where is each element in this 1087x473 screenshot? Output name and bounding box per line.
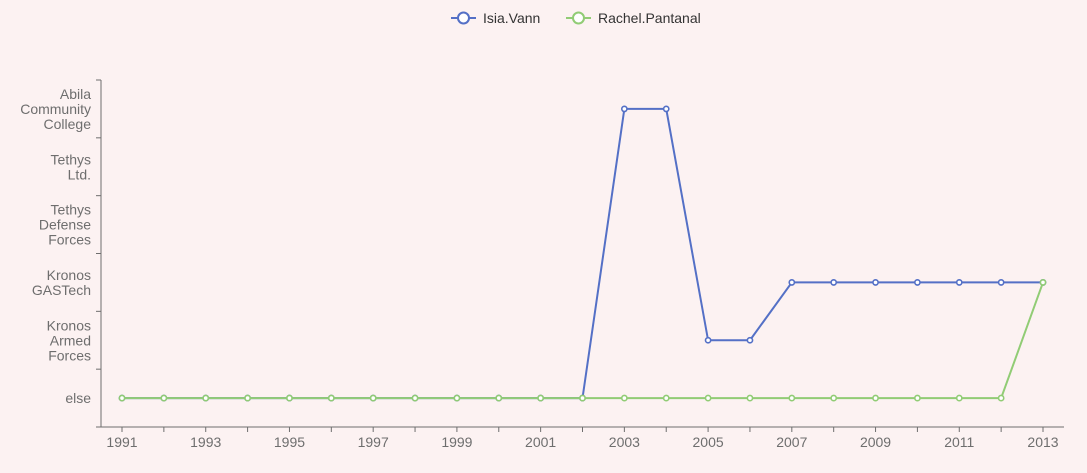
data-point[interactable] [997,279,1005,286]
y-tick-label: Tethys Defense Forces [39,202,91,248]
x-tick-label: 2005 [693,434,724,450]
series-line [122,282,1044,400]
data-point[interactable] [620,394,628,402]
data-point[interactable] [704,336,712,344]
y-tick-label: Kronos Armed Forces [47,317,91,363]
x-tick-label: 1997 [358,434,389,450]
data-point[interactable] [118,394,126,402]
series-line [122,107,1043,400]
data-point[interactable] [830,279,838,286]
data-point[interactable] [244,394,251,402]
x-tick-label: 2011 [944,434,974,450]
data-point[interactable] [955,279,963,286]
data-point[interactable] [872,279,879,286]
x-tick-label: 2013 [1027,434,1058,450]
data-point[interactable] [914,279,921,286]
data-point[interactable] [579,394,586,402]
x-tick-label: 2001 [525,434,556,450]
data-point[interactable] [662,394,670,402]
x-tick-label: 2009 [860,434,891,450]
y-tick-label: Abila Community College [20,86,91,132]
legend-marker-icon [457,11,470,25]
data-point[interactable] [495,394,503,402]
legend: Isia.Vann Rachel.Pantanal [451,10,701,26]
legend-item[interactable]: Rachel.Pantanal [566,10,701,26]
y-tick-label: Tethys Ltd. [51,151,91,182]
legend-label: Isia.Vann [483,10,540,26]
legend-label: Rachel.Pantanal [598,10,701,26]
legend-marker-icon [572,11,585,25]
data-point[interactable] [160,394,168,402]
data-point[interactable] [997,394,1005,402]
data-point[interactable] [286,394,293,402]
x-tick-label: 1991 [106,434,137,450]
data-point[interactable] [914,394,921,402]
series-isia-vann [118,105,1047,402]
data-point[interactable] [453,394,461,402]
data-point[interactable] [746,394,754,402]
data-point[interactable] [704,394,712,402]
data-point[interactable] [955,394,963,402]
data-point[interactable] [872,394,879,402]
x-tick-label: 2007 [776,434,807,450]
data-point[interactable] [1039,279,1047,286]
data-point[interactable] [746,336,754,344]
axes: else Kronos Armed Forces Kronos GASTech Tethys… [20,79,1064,450]
data-point[interactable] [620,105,628,113]
series-layer [118,105,1047,402]
data-point[interactable] [788,279,796,286]
data-point[interactable] [662,105,670,113]
data-point[interactable] [830,394,838,402]
data-point[interactable] [788,394,796,402]
x-tick-label: 1999 [441,434,472,450]
series-rachel-pantanal [118,279,1047,402]
y-tick-label: else [65,390,91,406]
legend-item[interactable]: Isia.Vann [451,10,540,26]
x-tick-label: 1993 [190,434,221,450]
data-point[interactable] [327,394,335,402]
data-point[interactable] [537,394,545,402]
x-tick-label: 1995 [274,434,305,450]
data-point[interactable] [202,394,210,402]
data-point[interactable] [411,394,419,402]
y-tick-label: Kronos GASTech [32,267,91,298]
data-point[interactable] [369,394,377,402]
x-tick-label: 2003 [609,434,640,450]
